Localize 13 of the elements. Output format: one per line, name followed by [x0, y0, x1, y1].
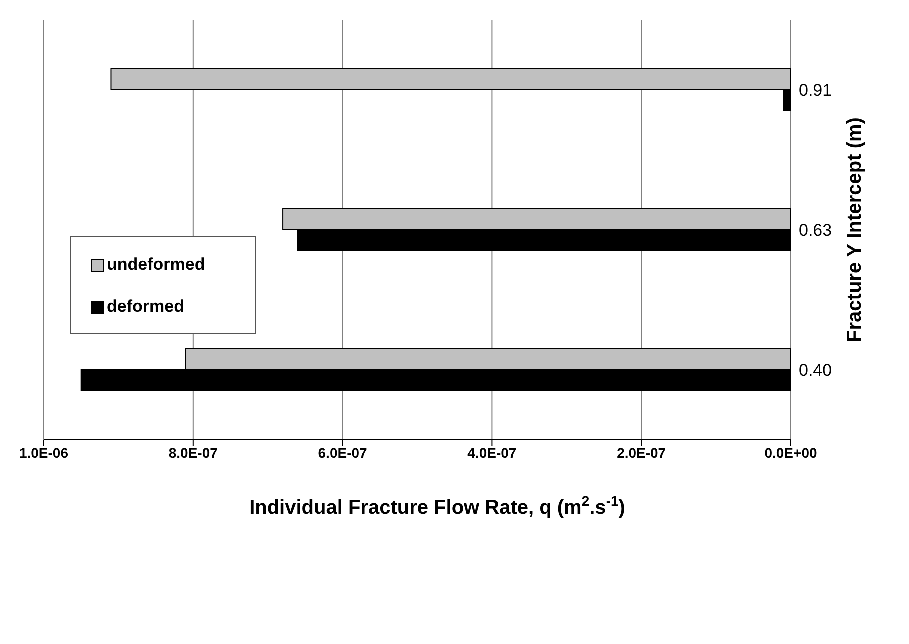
y-tick-label: 0.40	[799, 361, 832, 380]
x-tick-label: 8.0E-07	[168, 444, 218, 461]
x-tick-label: 0.0E+00	[764, 444, 818, 461]
x-axis-title: Individual Fracture Flow Rate, q (m$^{2}$.s$^{-1}$)	[250, 493, 626, 519]
x-tick-label: 2.0E-07	[617, 444, 666, 461]
legend-label: deformed	[106, 297, 186, 317]
x-tick-label: 1.0E-06	[19, 444, 69, 461]
x-tick-label: 4.0E-07	[468, 444, 517, 461]
y-tick-label: 0.91	[799, 81, 832, 100]
y-tick-label: 0.63	[799, 221, 832, 240]
y-axis-title: Fracture Y Intercept (m)	[844, 118, 866, 342]
x-tick-label: 6.0E-07	[318, 444, 368, 461]
legend-label: undeformed	[106, 255, 206, 275]
